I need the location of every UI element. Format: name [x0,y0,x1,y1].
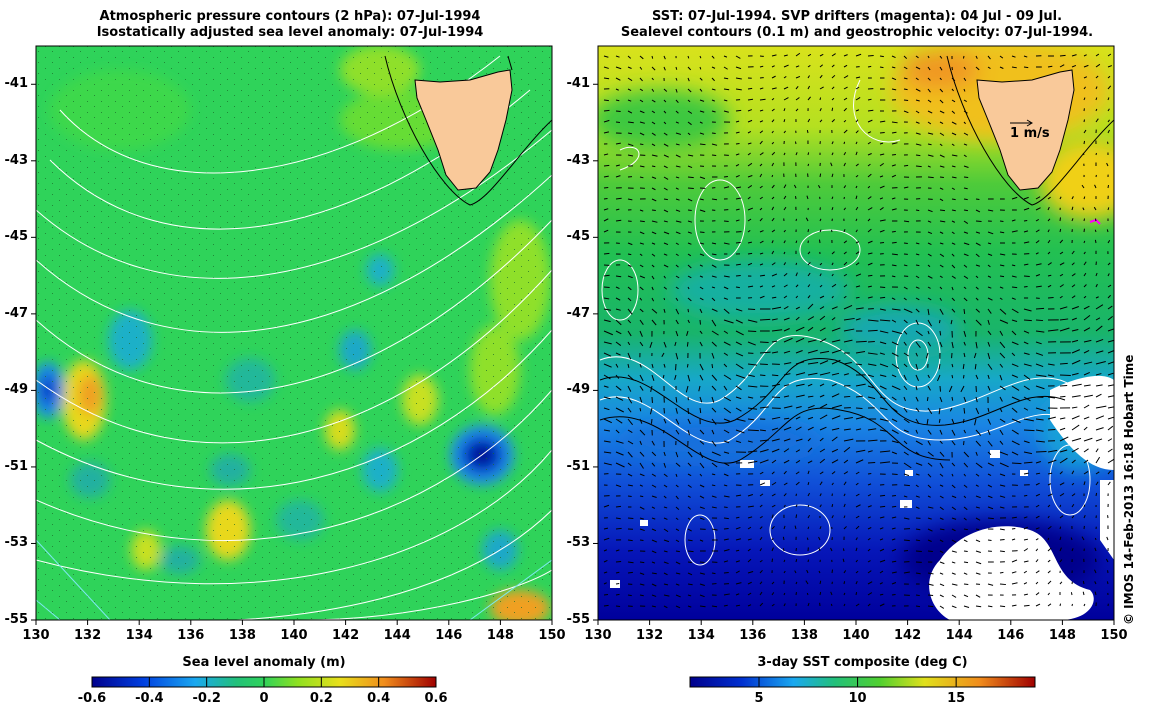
left-y-tick-label: -49 [4,382,29,398]
sla-colorbar-tick-label: -0.4 [135,691,164,706]
right-map [598,46,1114,620]
sla-colorbar-tick-label: 0.6 [424,691,448,706]
sla-colorbar-label: Sea level anomaly (m) [182,655,346,670]
sla-colorbar-tick-label: 0 [259,691,269,706]
right-y-tick-label: -43 [566,152,591,168]
sst-colorbar-label: 3-day SST composite (deg C) [757,655,968,670]
left-x-tick-label: 138 [228,628,256,643]
left-x-tick-label: 150 [538,628,566,643]
right-x-tick-label: 142 [894,628,922,643]
right-x-tick-label: 146 [997,628,1025,643]
left-x-tick-label: 148 [486,628,514,643]
right-y-tick-label: -53 [566,535,591,551]
tasmania-right [976,69,1075,191]
dark-sealevel-contours [599,358,1066,464]
right-x-tick-label: 136 [739,628,767,643]
right-x-tick-label: 134 [687,628,715,643]
sst-colorbar-tick-label: 10 [848,691,867,706]
sst-colorbar-tick-label: 15 [947,691,966,706]
right-y-tick-label: -47 [566,305,591,321]
left-map [36,46,552,620]
left-x-tick-label: 134 [125,628,153,643]
right-y-tick-label: -55 [566,612,591,627]
right-y-tick-label: -51 [566,458,591,474]
left-y-tick-label: -43 [4,152,29,168]
left-y-tick-label: -55 [4,612,29,627]
right-x-tick-label: 140 [842,628,870,643]
credit-text: © IMOS 14-Feb-2013 16:18 Hobart Time [1122,354,1136,625]
right-title-line1: SST: 07-Jul-1994. SVP drifters (magenta)… [651,9,1063,24]
left-x-tick-label: 144 [383,628,411,643]
left-x-tick-label: 142 [332,628,360,643]
left-x-tick-label: 146 [435,628,463,643]
cloud-mask [610,375,1114,620]
sst-colorbar [689,676,1036,688]
right-x-tick-label: 148 [1048,628,1076,643]
left-title-line1: Atmospheric pressure contours (2 hPa): 0… [99,9,481,24]
left-y-tick-label: -47 [4,305,29,321]
tasmania-left [414,69,513,191]
sla-colorbar-tick-label: -0.6 [77,691,107,706]
geostrophic-velocity-field [603,52,1114,609]
sla-colorbar-tick-label: 0.4 [367,691,391,706]
right-y-tick-label: -45 [566,229,591,245]
right-y-tick-label: -49 [566,382,591,398]
left-y-tick-label: -51 [4,458,29,474]
right-y-tick-label: -41 [566,76,591,92]
left-x-tick-label: 140 [280,628,308,643]
left-y-tick-label: -41 [4,76,29,92]
sla-colorbar-tick-label: 0.2 [309,691,333,706]
left-x-tick-label: 132 [74,628,102,643]
right-title-line2: Sealevel contours (0.1 m) and geostrophi… [620,25,1094,40]
left-x-tick-label: 136 [177,628,205,643]
right-x-tick-label: 138 [790,628,818,643]
left-x-tick-label: 130 [22,628,50,643]
sst-colorbar-tick-label: 5 [754,691,764,706]
left-title-line2: Isostatically adjusted sea level anomaly… [96,25,484,40]
right-x-tick-label: 130 [584,628,612,643]
velocity-scale-arrow [1010,119,1033,127]
right-x-tick-label: 150 [1100,628,1128,643]
sla-colorbar-tick-label: -0.2 [192,691,221,706]
left-y-tick-label: -53 [4,535,29,551]
velocity-scale-label: 1 m/s [1010,126,1050,141]
left-y-tick-label: -45 [4,229,29,245]
right-x-tick-label: 144 [945,628,973,643]
right-x-tick-label: 132 [636,628,664,643]
